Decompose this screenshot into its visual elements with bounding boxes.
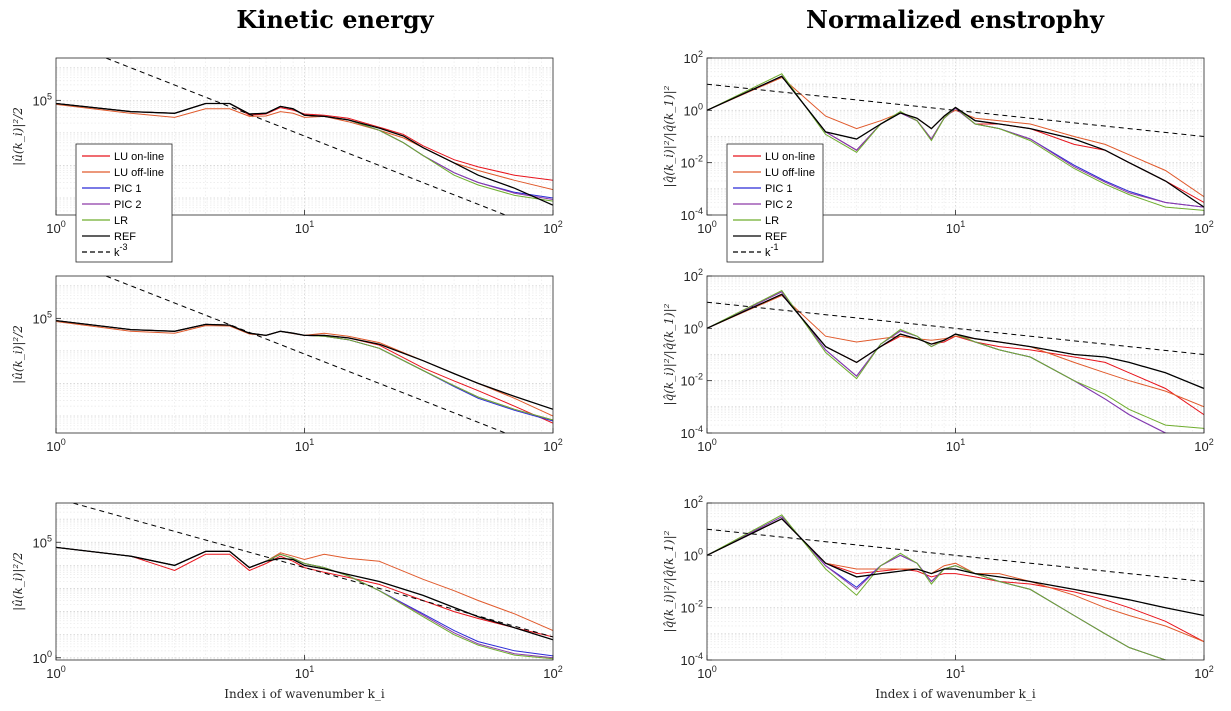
x-tick-label: 100 [46, 437, 65, 454]
x-tick-label: 102 [1194, 219, 1213, 236]
kinetic-energy-row-1: 100 101 102 105 |û(k_i)|²/2 LU on-line LU off-… [11, 57, 563, 263]
series-line-k-3 [104, 276, 507, 433]
series-line-lu-on-line [56, 546, 553, 638]
legend-label: PIC 1 [765, 183, 793, 195]
series-line-ref [56, 546, 553, 641]
y-tick-label: 100 [684, 546, 703, 563]
x-tick-label: 102 [543, 219, 562, 236]
series-group [56, 503, 553, 660]
legend-label: LR [765, 215, 779, 227]
x-tick-label: 102 [543, 664, 562, 681]
y-tick-label: 100 [684, 101, 703, 118]
legend-label: REF [765, 231, 787, 243]
x-tick-label: 101 [946, 664, 965, 681]
x-tick-label: 101 [946, 219, 965, 236]
series-group [56, 58, 553, 215]
x-tick-label: 100 [46, 219, 65, 236]
y-tick-label: 102 [684, 49, 703, 66]
y-axis-label: |û(k_i)|²/2 [11, 107, 25, 166]
x-tick-label: 100 [46, 664, 65, 681]
series-line-k-1 [707, 83, 1204, 137]
y-tick-label: 105 [33, 533, 52, 550]
kinetic-energy-row-3: 100 101 102 100 105 |û(k_i)|²/2 Index i of wav… [11, 502, 563, 701]
series-line-ref [707, 518, 1204, 617]
series-line-lr [707, 73, 1204, 211]
legend-label: PIC 1 [114, 183, 142, 195]
y-tick-label: 100 [684, 319, 703, 336]
legend-label: LU on-line [765, 151, 815, 163]
x-tick-label: 100 [697, 219, 716, 236]
legend-label: LR [114, 215, 128, 227]
x-tick-label: 102 [1194, 664, 1213, 681]
legend-label: LU on-line [114, 151, 164, 163]
y-axis-label: |q̂(k_i)|²/|q̂(k_1)|² [662, 530, 676, 632]
series-group [707, 73, 1204, 211]
series-line-lu-on-line [707, 518, 1204, 643]
x-axis-label: Index i of wavenumber k_i [224, 687, 385, 701]
legend-label: PIC 2 [114, 199, 142, 211]
series-line-lu-off-line [707, 518, 1204, 643]
legend-box [726, 143, 824, 263]
x-axis-label: Index i of wavenumber k_i [875, 687, 1036, 701]
y-axis-label: |û(k_i)|²/2 [11, 325, 25, 384]
left-column-title: Kinetic energy [236, 5, 434, 34]
y-axis-label: |q̂(k_i)|²/|q̂(k_1)|² [662, 85, 676, 187]
x-tick-label: 101 [295, 219, 314, 236]
x-tick-label: 100 [697, 437, 716, 454]
legend-box [75, 143, 173, 263]
x-tick-label: 100 [697, 664, 716, 681]
y-tick-label: 10-2 [681, 599, 703, 616]
y-tick-label: 100 [33, 649, 52, 666]
enstrophy-row-1: 100 101 10210-410-2100102|q̂(k_i)|²/|q̂(k_… [662, 49, 1214, 263]
series-line-ref [707, 293, 1204, 390]
x-tick-label: 101 [946, 437, 965, 454]
x-tick-label: 101 [295, 664, 314, 681]
series-line-ref [56, 102, 553, 206]
y-axis-label: |û(k_i)|²/2 [11, 552, 25, 611]
series-group [56, 276, 553, 433]
x-tick-label: 101 [295, 437, 314, 454]
right-column-title: Normalized enstrophy [806, 5, 1105, 34]
series-line-ref [707, 75, 1204, 208]
series-group [707, 514, 1204, 660]
legend-label: LU off-line [114, 167, 164, 179]
legend-label: REF [114, 231, 136, 243]
y-tick-label: 10-2 [681, 372, 703, 389]
x-tick-label: 102 [1194, 437, 1213, 454]
enstrophy-row-3: 100 101 10210-410-2100102|q̂(k_i)|²/|q̂(k_… [662, 494, 1214, 701]
series-line-k-1 [707, 528, 1204, 582]
legend-label: LU off-line [765, 167, 815, 179]
series-line-lr [707, 514, 1168, 660]
y-tick-label: 102 [684, 494, 703, 511]
series-line-k-1 [707, 301, 1204, 355]
series-line-k-3 [104, 58, 507, 215]
y-tick-label: 105 [33, 309, 52, 326]
y-axis-label: |q̂(k_i)|²/|q̂(k_1)|² [662, 303, 676, 405]
y-tick-label: 10-2 [681, 154, 703, 171]
y-tick-label: 105 [33, 91, 52, 108]
series-group [707, 289, 1204, 433]
enstrophy-row-2: 100 101 10210-410-2100102|q̂(k_i)|²/|q̂(k_… [662, 267, 1214, 454]
series-line-ref [56, 319, 553, 410]
kinetic-energy-row-2: 100 101 102 105 |û(k_i)|²/2 [11, 275, 563, 454]
x-tick-label: 102 [543, 437, 562, 454]
y-tick-label: 102 [684, 267, 703, 284]
legend-label: PIC 2 [765, 199, 793, 211]
series-line-k-3 [70, 503, 553, 638]
